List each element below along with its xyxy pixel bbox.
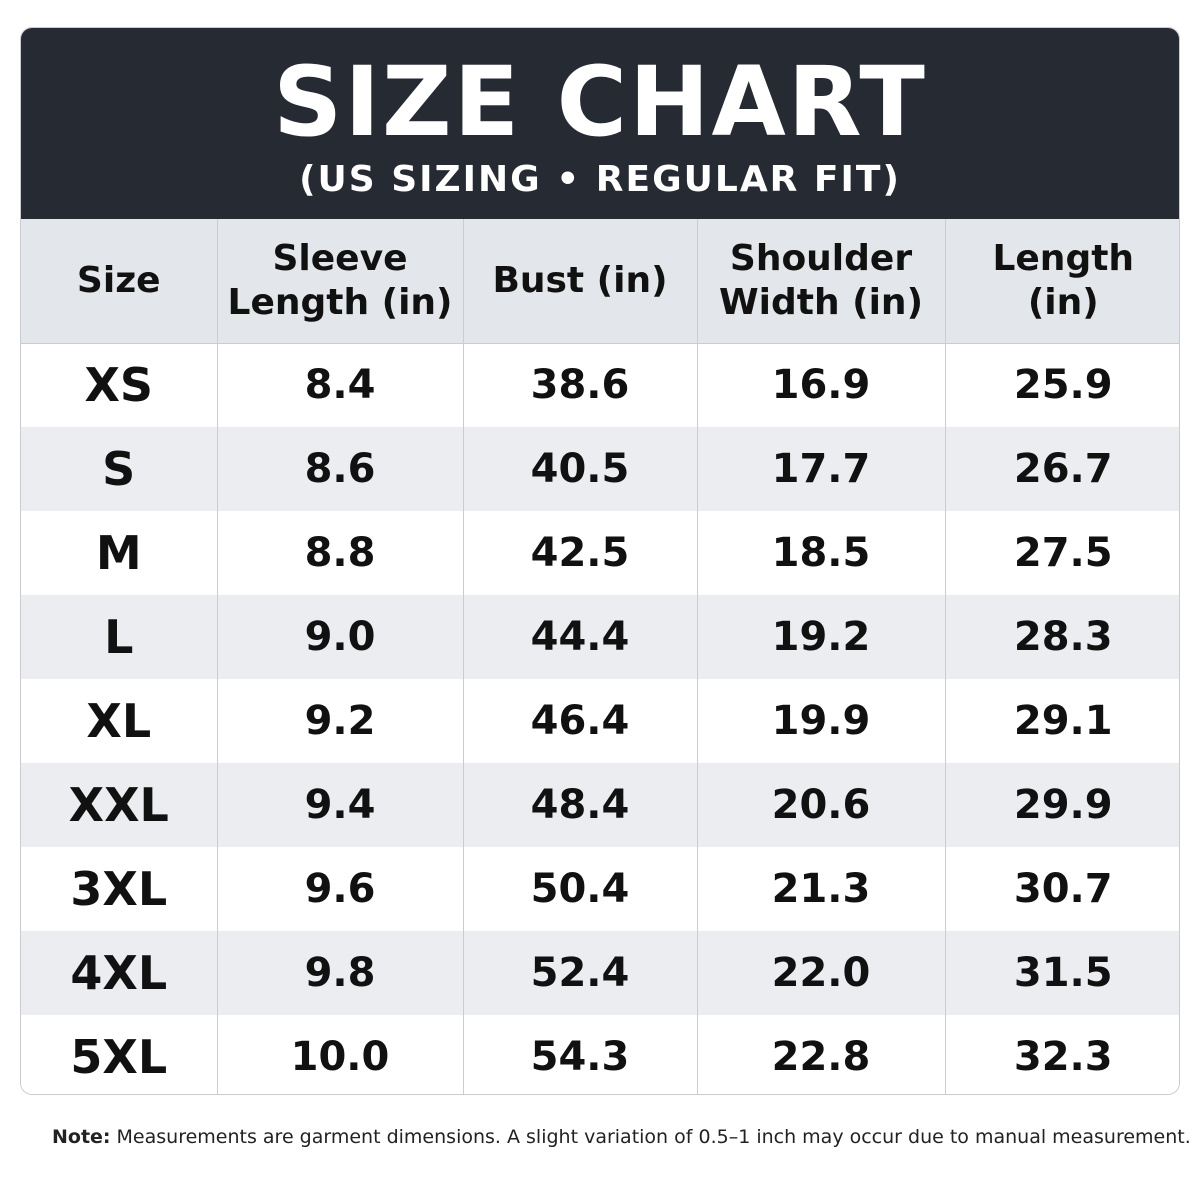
- size-cell: L: [21, 595, 218, 679]
- table-row: S 8.6 40.5 17.7 26.7: [21, 427, 1179, 511]
- bust-cell: 38.6: [463, 343, 698, 427]
- table-body: XS 8.4 38.6 16.9 25.9 S 8.6 40.5 17.7 26.7 M 8.8 42.…: [21, 343, 1179, 1094]
- length-cell: 29.9: [945, 763, 1179, 847]
- sleeve-length-cell: 9.2: [217, 679, 464, 763]
- shoulder-width-cell: 19.9: [697, 679, 946, 763]
- sleeve-length-cell: 8.4: [217, 343, 464, 427]
- table-row: XXL 9.4 48.4 20.6 29.9: [21, 763, 1179, 847]
- table-row: 5XL 10.0 54.3 22.8 32.3: [21, 1015, 1179, 1094]
- shoulder-width-cell: 22.8: [697, 1015, 946, 1094]
- column-header-shoulder-width: Shoulder Width (in): [697, 219, 946, 344]
- column-header-sleeve-length: Sleeve Length (in): [217, 219, 464, 344]
- length-cell: 32.3: [945, 1015, 1179, 1094]
- bust-cell: 50.4: [463, 847, 698, 931]
- size-cell: XS: [21, 343, 218, 427]
- size-cell: 4XL: [21, 931, 218, 1015]
- size-cell: XXL: [21, 763, 218, 847]
- table-row: M 8.8 42.5 18.5 27.5: [21, 511, 1179, 595]
- bust-cell: 40.5: [463, 427, 698, 511]
- size-cell: M: [21, 511, 218, 595]
- table-row: L 9.0 44.4 19.2 28.3: [21, 595, 1179, 679]
- table-header-row: Size Sleeve Length (in) Bust (in) Should…: [21, 219, 1179, 344]
- table-row: XL 9.2 46.4 19.9 29.1: [21, 679, 1179, 763]
- bust-cell: 48.4: [463, 763, 698, 847]
- bust-cell: 44.4: [463, 595, 698, 679]
- length-cell: 29.1: [945, 679, 1179, 763]
- sleeve-length-cell: 10.0: [217, 1015, 464, 1094]
- sleeve-length-cell: 8.6: [217, 427, 464, 511]
- column-header-size: Size: [21, 219, 218, 344]
- length-cell: 31.5: [945, 931, 1179, 1015]
- length-cell: 26.7: [945, 427, 1179, 511]
- bust-cell: 42.5: [463, 511, 698, 595]
- size-cell: 5XL: [21, 1015, 218, 1094]
- footnote: Note: Measurements are garment dimensions…: [52, 1124, 1191, 1150]
- shoulder-width-cell: 22.0: [697, 931, 946, 1015]
- column-header-bust: Bust (in): [463, 219, 698, 344]
- length-cell: 30.7: [945, 847, 1179, 931]
- size-cell: XL: [21, 679, 218, 763]
- bust-cell: 54.3: [463, 1015, 698, 1094]
- size-cell: S: [21, 427, 218, 511]
- size-cell: 3XL: [21, 847, 218, 931]
- shoulder-width-cell: 19.2: [697, 595, 946, 679]
- bust-cell: 52.4: [463, 931, 698, 1015]
- sleeve-length-cell: 8.8: [217, 511, 464, 595]
- sleeve-length-cell: 9.4: [217, 763, 464, 847]
- table-row: 4XL 9.8 52.4 22.0 31.5: [21, 931, 1179, 1015]
- sleeve-length-cell: 9.6: [217, 847, 464, 931]
- shoulder-width-cell: 20.6: [697, 763, 946, 847]
- footnote-label: Note:: [52, 1126, 111, 1148]
- sleeve-length-cell: 9.0: [217, 595, 464, 679]
- shoulder-width-cell: 21.3: [697, 847, 946, 931]
- table-row: 3XL 9.6 50.4 21.3 30.7: [21, 847, 1179, 931]
- sleeve-length-cell: 9.8: [217, 931, 464, 1015]
- table-row: XS 8.4 38.6 16.9 25.9: [21, 343, 1179, 427]
- page-subtitle: (US SIZING • REGULAR FIT): [299, 159, 901, 200]
- size-table: Size Sleeve Length (in) Bust (in) Should…: [21, 219, 1179, 1094]
- column-header-length: Length (in): [945, 219, 1179, 344]
- bust-cell: 46.4: [463, 679, 698, 763]
- title-banner: SIZE CHART (US SIZING • REGULAR FIT): [21, 28, 1179, 219]
- footnote-text: Measurements are garment dimensions. A s…: [116, 1126, 1191, 1148]
- page-title: SIZE CHART: [273, 46, 927, 158]
- size-chart-card: SIZE CHART (US SIZING • REGULAR FIT) Siz…: [20, 27, 1180, 1095]
- length-cell: 28.3: [945, 595, 1179, 679]
- shoulder-width-cell: 16.9: [697, 343, 946, 427]
- length-cell: 27.5: [945, 511, 1179, 595]
- length-cell: 25.9: [945, 343, 1179, 427]
- shoulder-width-cell: 17.7: [697, 427, 946, 511]
- shoulder-width-cell: 18.5: [697, 511, 946, 595]
